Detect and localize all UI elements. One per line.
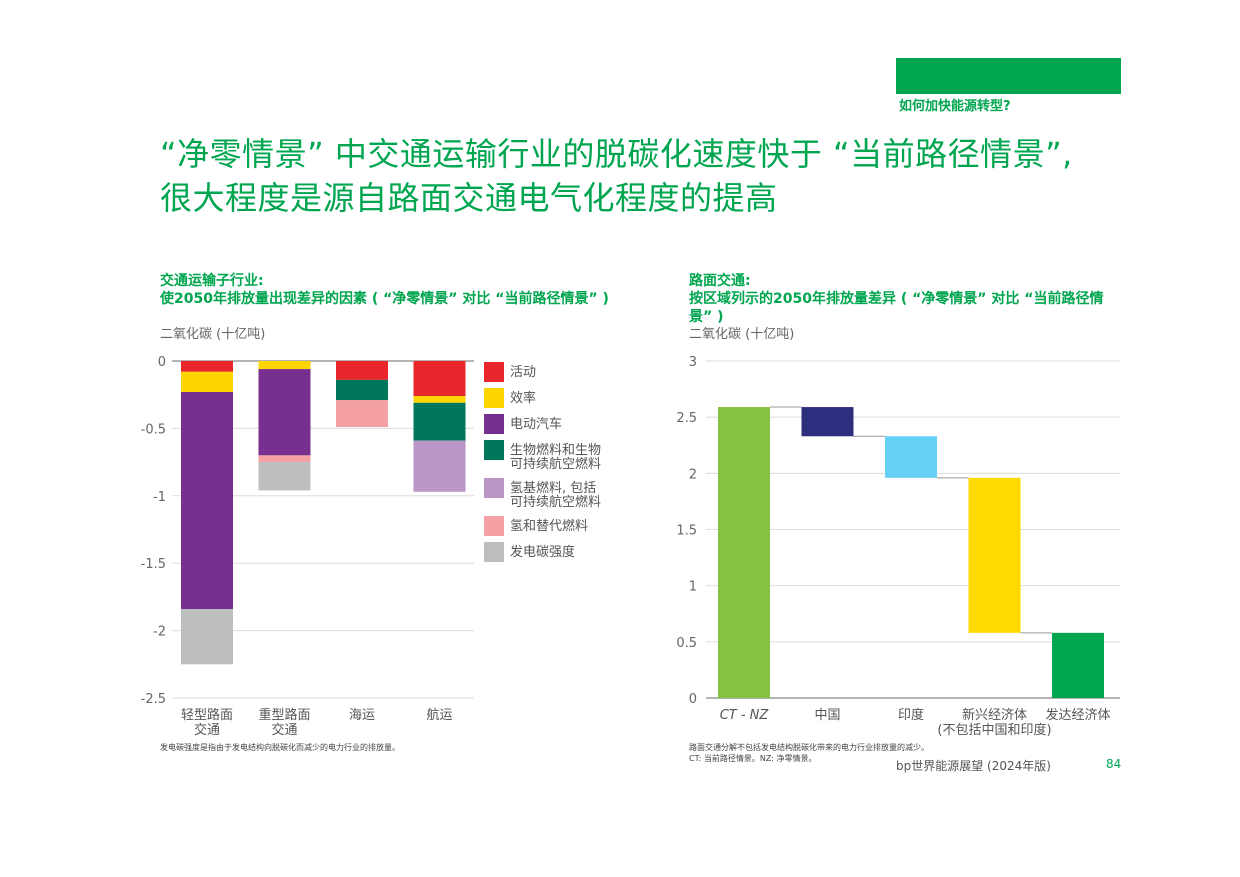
right-category-label: CT - NZ <box>720 708 770 723</box>
left-heading-line1: 交通运输子行业: <box>160 273 264 289</box>
right-ytick-label: 2.5 <box>676 411 697 426</box>
right-unit-label: 二氧化碳 (十亿吨) <box>689 327 795 342</box>
left-category-label: 重型路面 <box>258 707 310 723</box>
left-ytick-label: 0 <box>158 355 166 370</box>
waterfall-bar <box>801 407 854 437</box>
legend-label: 氢基燃料, 包括 <box>510 480 596 496</box>
right-ytick-label: 2 <box>689 467 697 482</box>
left-ytick-label: -1 <box>153 490 166 505</box>
right-footnote: 路面交通分解不包括发电结构脱碳化带来的电力行业排放量的减少。 CT: 当前路径情… <box>689 742 929 764</box>
waterfall-bar <box>885 436 937 478</box>
left-bar-segment <box>258 455 311 463</box>
left-bar-segment <box>258 361 311 370</box>
left-unit-label: 二氧化碳 (十亿吨) <box>160 327 266 342</box>
left-category-label: 交通 <box>271 722 297 738</box>
legend-swatch <box>484 516 504 536</box>
left-category-label: 航运 <box>426 707 452 723</box>
legend-label: 氢和替代燃料 <box>510 518 588 534</box>
right-category-label: (不包括中国和印度) <box>937 722 1051 738</box>
left-ytick-label: -0.5 <box>141 422 166 437</box>
right-footnote-line2: CT: 当前路径情景。NZ: 净零情景。 <box>689 754 817 763</box>
waterfall-bar <box>968 477 1021 633</box>
right-ytick-label: 1.5 <box>676 524 697 539</box>
right-heading-line3: 景” ) <box>689 309 724 325</box>
right-ytick-label: 0.5 <box>676 636 697 651</box>
legend-swatch <box>484 478 504 498</box>
footer-brand: bp世界能源展望 (2024年版) <box>896 759 1051 773</box>
legend-swatch <box>484 414 504 434</box>
left-bar-segment <box>336 361 388 380</box>
legend-label: 活动 <box>510 365 536 380</box>
left-ytick-label: -2 <box>153 625 166 640</box>
left-bar-segment <box>181 609 233 665</box>
right-category-label: 新兴经济体 <box>962 707 1027 723</box>
left-bar-segment <box>181 392 233 610</box>
legend-label: 发电碳强度 <box>510 544 575 560</box>
right-category-label: 发达经济体 <box>1045 707 1110 723</box>
left-chart-heading: 交通运输子行业: 使2050年排放量出现差异的因素 ( “净零情景” 对比 “当… <box>160 272 609 308</box>
left-category-label: 轻型路面 <box>181 707 233 723</box>
legend-swatch <box>484 542 504 562</box>
right-heading-line2: 按区域列示的2050年排放量差异 ( “净零情景” 对比 “当前路径情 <box>689 291 1104 307</box>
legend-label: 可持续航空燃料 <box>510 494 601 510</box>
legend-label: 效率 <box>510 390 536 406</box>
left-bar-segment <box>181 371 233 393</box>
right-category-label: 印度 <box>898 707 924 723</box>
left-bar-segment <box>413 440 466 492</box>
left-footnote: 发电碳强度是指由于发电结构向脱碳化而减少的电力行业的排放量。 <box>160 743 400 752</box>
right-footnote-line1: 路面交通分解不包括发电结构脱碳化带来的电力行业排放量的减少。 <box>689 743 929 752</box>
legend-label: 电动汽车 <box>510 416 562 432</box>
left-category-label: 海运 <box>349 708 375 723</box>
left-bar-segment <box>336 379 388 401</box>
right-ytick-label: 1 <box>689 580 697 595</box>
left-bar-segment <box>413 361 466 397</box>
left-bar-segment <box>413 402 466 441</box>
waterfall-bar <box>1052 632 1104 698</box>
left-bar-segment <box>336 400 388 428</box>
section-label: 如何加快能源转型? <box>899 99 1011 114</box>
left-ytick-label: -2.5 <box>141 692 166 707</box>
top-green-band <box>896 58 1121 94</box>
legend-swatch <box>484 362 504 382</box>
legend-swatch <box>484 440 504 460</box>
left-bar-segment <box>181 361 233 372</box>
left-heading-line2: 使2050年排放量出现差异的因素 ( “净零情景” 对比 “当前路径情景” ) <box>160 291 609 307</box>
legend-label: 可持续航空燃料 <box>510 456 601 472</box>
right-category-label: 中国 <box>814 708 840 723</box>
right-ytick-label: 3 <box>689 355 697 370</box>
right-ytick-label: 0 <box>689 692 697 707</box>
page-title: “净零情景” 中交通运输行业的脱碳化速度快于 “当前路径情景”, 很大程度是源自… <box>160 135 1073 217</box>
waterfall-bar <box>718 407 770 698</box>
left-bar-segment <box>413 396 466 403</box>
left-category-label: 交通 <box>194 722 220 738</box>
page-number: 84 <box>1106 757 1122 771</box>
right-heading-line1: 路面交通: <box>689 273 751 289</box>
left-bar-segment <box>258 369 311 456</box>
left-bar-segment <box>258 462 311 491</box>
legend-swatch <box>484 388 504 408</box>
right-chart-heading: 路面交通: 按区域列示的2050年排放量差异 ( “净零情景” 对比 “当前路径… <box>689 272 1129 326</box>
legend-label: 生物燃料和生物 <box>510 442 601 458</box>
left-ytick-label: -1.5 <box>141 557 166 572</box>
